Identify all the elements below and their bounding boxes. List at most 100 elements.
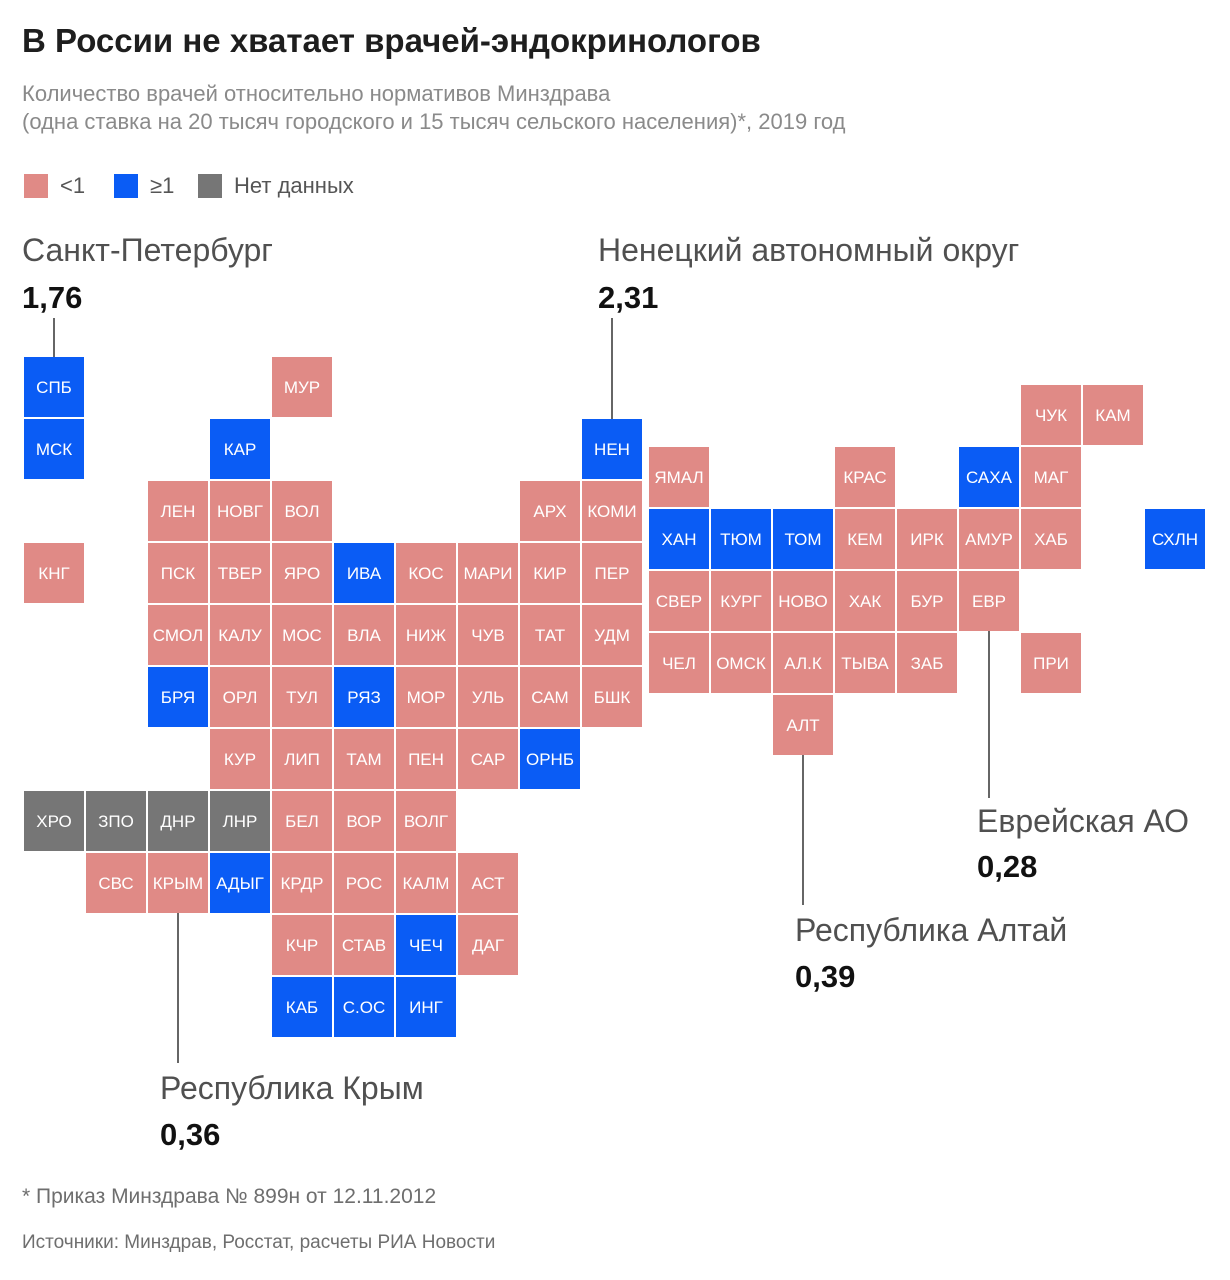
region-tile-label: ПЕН — [408, 750, 444, 769]
region-tile-rect — [396, 977, 456, 1037]
region-tile-rect — [24, 357, 84, 417]
region-tile-rect — [272, 915, 332, 975]
region-tile: ИНГ — [396, 977, 456, 1037]
region-tile-rect — [334, 915, 394, 975]
region-tile: АСТ — [458, 853, 518, 913]
region-tile-label: СТАВ — [342, 936, 386, 955]
region-tile-label: НОВО — [778, 592, 828, 611]
region-tile-rect — [711, 571, 771, 631]
region-tile-rect — [1145, 509, 1205, 569]
region-tile-rect — [272, 667, 332, 727]
region-tile: МОС — [272, 605, 332, 665]
region-tile-rect — [210, 605, 270, 665]
region-tile-label: БЕЛ — [285, 812, 319, 831]
region-tile-rect — [458, 543, 518, 603]
region-tile-rect — [148, 667, 208, 727]
region-tile-rect — [458, 915, 518, 975]
region-tile-label: СВЕР — [656, 592, 702, 611]
region-tile-rect — [210, 419, 270, 479]
region-tile-rect — [773, 571, 833, 631]
region-tile: ЧУК — [1021, 385, 1081, 445]
legend-label-low: <1 — [60, 173, 86, 198]
region-tile: КЕМ — [835, 509, 895, 569]
region-tile-rect — [520, 667, 580, 727]
region-tile: СВС — [86, 853, 146, 913]
region-tile-rect — [959, 571, 1019, 631]
region-tile-label: СМОЛ — [153, 626, 203, 645]
region-tile-rect — [396, 915, 456, 975]
region-tile: НОВГ — [210, 481, 270, 541]
region-tile-label: КОС — [408, 564, 443, 583]
region-tile-rect — [649, 509, 709, 569]
region-tile: ЛНР — [210, 791, 270, 851]
region-tile: ПСК — [148, 543, 208, 603]
region-tile-rect — [582, 481, 642, 541]
region-tile: КИР — [520, 543, 580, 603]
region-tile: БШК — [582, 667, 642, 727]
legend-swatch-nodata — [198, 174, 222, 198]
region-tile-label: КЧР — [286, 936, 319, 955]
region-tile-label: АЛТ — [786, 716, 819, 735]
region-tile-label: КРАС — [843, 468, 886, 487]
region-tile-rect — [835, 447, 895, 507]
callout-alt-value: 0,39 — [795, 959, 856, 994]
region-tile-label: АДЫГ — [216, 874, 264, 893]
region-tile-rect — [897, 509, 957, 569]
region-tile-label: УДМ — [594, 626, 630, 645]
region-tile-rect — [396, 729, 456, 789]
region-tile: ТВЕР — [210, 543, 270, 603]
region-tile: ОРНБ — [520, 729, 580, 789]
region-tile-rect — [148, 791, 208, 851]
region-tile-rect — [1021, 447, 1081, 507]
region-tile: ТАМ — [334, 729, 394, 789]
region-tile-label: КАМ — [1095, 406, 1130, 425]
region-tile-label: ЕВР — [972, 592, 1006, 611]
subtitle-line-2: (одна ставка на 20 тысяч городского и 15… — [22, 109, 846, 134]
region-tile: КНГ — [24, 543, 84, 603]
region-tile: ЧЕЛ — [649, 633, 709, 693]
region-tile-rect — [334, 853, 394, 913]
region-tile-rect — [458, 853, 518, 913]
region-tile-label: ВОЛ — [285, 502, 320, 521]
region-tile: НОВО — [773, 571, 833, 631]
region-tile-rect — [649, 571, 709, 631]
region-tile-rect — [210, 853, 270, 913]
callout-nen-value: 2,31 — [598, 280, 659, 315]
region-tile: ЧУВ — [458, 605, 518, 665]
region-tile-label: ЯМАЛ — [654, 468, 703, 487]
region-tile-label: ТВЕР — [218, 564, 262, 583]
region-tile: КОМИ — [582, 481, 642, 541]
region-tile: ИРК — [897, 509, 957, 569]
region-tile-label: МОС — [282, 626, 322, 645]
region-tile-rect — [520, 481, 580, 541]
region-tile: ДНР — [148, 791, 208, 851]
region-tile-rect — [582, 419, 642, 479]
region-tile: ВОЛ — [272, 481, 332, 541]
region-tile-rect — [272, 729, 332, 789]
legend-label-high: ≥1 — [150, 173, 175, 198]
region-tile: НИЖ — [396, 605, 456, 665]
region-tile: НЕН — [582, 419, 642, 479]
region-tile-label: ТЫВА — [841, 654, 889, 673]
region-tile: ЗАБ — [897, 633, 957, 693]
region-tile-rect — [711, 633, 771, 693]
region-tile-label: КУР — [224, 750, 256, 769]
region-tile: АМУР — [959, 509, 1019, 569]
region-tile-rect — [210, 481, 270, 541]
region-tile-label: ДНР — [160, 812, 195, 831]
region-tile-label: КАР — [224, 440, 257, 459]
region-tile: САР — [458, 729, 518, 789]
region-tile: ТЫВА — [835, 633, 895, 693]
region-tile-label: ВЛА — [347, 626, 381, 645]
region-tile: МСК — [24, 419, 84, 479]
region-tile-label: ЧЕЧ — [409, 936, 443, 955]
region-tile-rect — [520, 605, 580, 665]
region-tile-rect — [1021, 633, 1081, 693]
region-tile-rect — [1083, 385, 1143, 445]
region-tile-label: ИВА — [347, 564, 382, 583]
region-tile: ХРО — [24, 791, 84, 851]
region-tile-rect — [711, 509, 771, 569]
region-tile: КРЫМ — [148, 853, 208, 913]
region-tile-label: МОР — [407, 688, 446, 707]
region-tile-rect — [773, 695, 833, 755]
